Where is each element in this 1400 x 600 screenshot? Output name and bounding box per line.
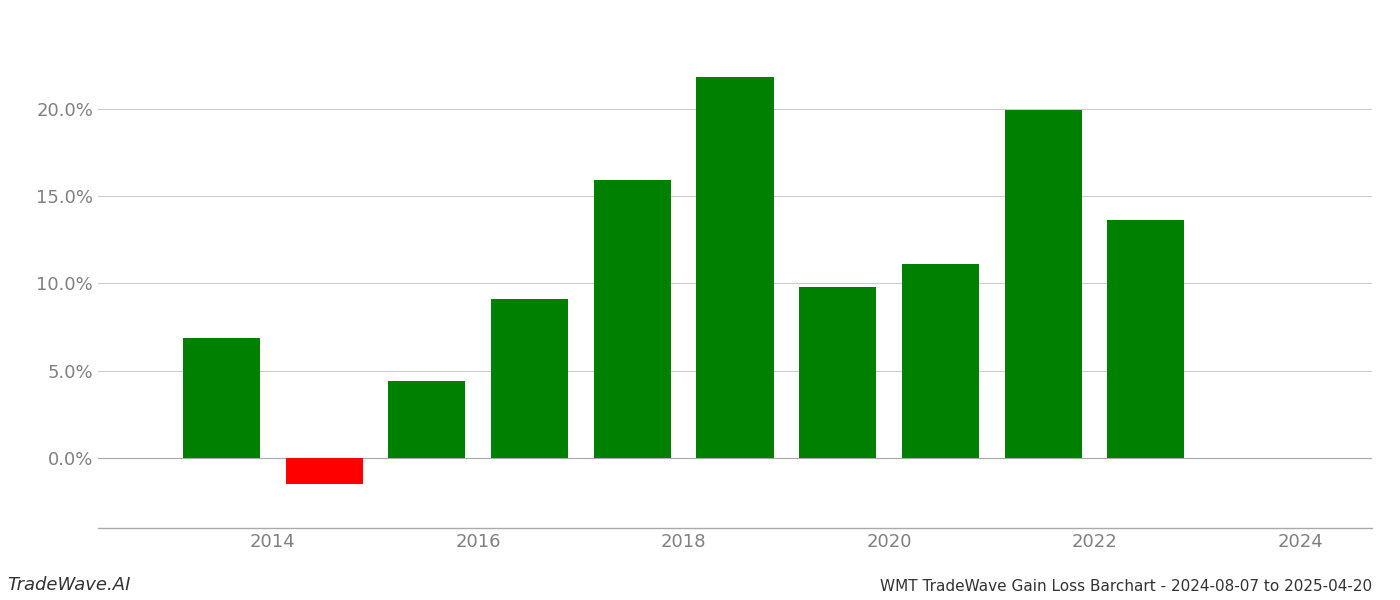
Text: WMT TradeWave Gain Loss Barchart - 2024-08-07 to 2025-04-20: WMT TradeWave Gain Loss Barchart - 2024-… [879, 579, 1372, 594]
Bar [1005, 110, 1082, 458]
Bar [594, 180, 671, 458]
Bar [286, 458, 363, 484]
Bar [799, 287, 876, 458]
Bar [388, 381, 465, 458]
Text: TradeWave.AI: TradeWave.AI [7, 576, 130, 594]
Bar [902, 264, 979, 458]
Bar [696, 77, 774, 458]
Bar [183, 338, 260, 458]
Bar [1107, 220, 1184, 458]
Bar [491, 299, 568, 458]
